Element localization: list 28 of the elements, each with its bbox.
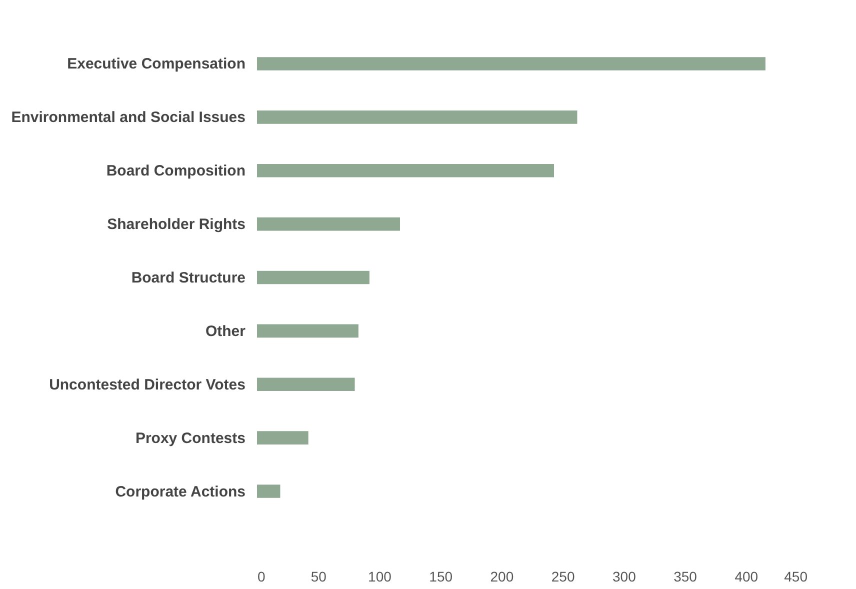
x-tick-label: 250 — [551, 568, 575, 584]
x-tick-label: 450 — [784, 568, 808, 584]
bar — [257, 110, 578, 124]
y-tick-label: Executive Compensation — [67, 56, 246, 73]
y-tick-label: Corporate Actions — [115, 483, 246, 500]
x-tick-label: 200 — [490, 568, 514, 584]
y-tick-label: Environmental and Social Issues — [11, 109, 246, 126]
bar — [257, 484, 280, 498]
x-tick-label: 150 — [429, 568, 453, 584]
bar — [257, 324, 358, 338]
bar — [257, 431, 308, 444]
y-tick-label: Proxy Contests — [135, 430, 246, 447]
bar — [257, 57, 766, 70]
bar — [257, 217, 400, 231]
x-tick-label: 0 — [258, 568, 266, 584]
y-tick-label: Board Composition — [106, 162, 246, 180]
bar — [257, 378, 355, 392]
bar — [257, 270, 370, 284]
y-tick-label: Uncontested Director Votes — [49, 376, 246, 394]
x-tick-label: 350 — [674, 568, 698, 584]
x-tick-label: 300 — [612, 568, 636, 584]
x-tick-label: 400 — [734, 568, 758, 584]
x-tick-label: 100 — [368, 568, 392, 584]
y-tick-label: Shareholder Rights — [107, 216, 246, 234]
y-tick-label: Other — [205, 322, 246, 340]
bar — [257, 164, 554, 178]
y-tick-label: Board Structure — [131, 270, 246, 286]
x-tick-label: 50 — [310, 568, 327, 584]
